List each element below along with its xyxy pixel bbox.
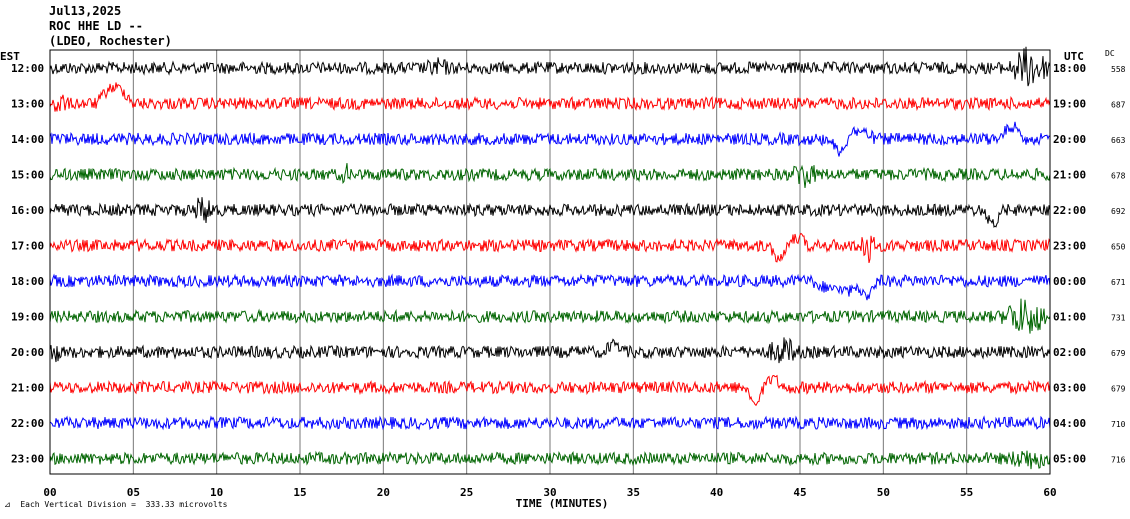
x-tick-label: 05 — [127, 486, 140, 499]
dc-value: 692 — [1111, 207, 1126, 216]
dc-value: 678 — [1111, 172, 1126, 181]
right-time-label: 20:00 — [1053, 133, 1086, 146]
trace-row-1800 — [49, 273, 1051, 301]
trace-row-2200 — [49, 415, 1051, 431]
x-axis-label: TIME (MINUTES) — [516, 497, 609, 510]
right-time-label: 01:00 — [1053, 311, 1086, 324]
trace-row-1500 — [49, 163, 1051, 189]
right-time-label: 18:00 — [1053, 62, 1086, 75]
x-tick-label: 55 — [960, 486, 973, 499]
dc-value: 710 — [1111, 420, 1126, 429]
trace-row-1400 — [49, 121, 1051, 157]
left-time-label: 12:00 — [11, 62, 44, 75]
right-time-label: 23:00 — [1053, 240, 1086, 253]
left-time-label: 15:00 — [11, 169, 44, 182]
x-tick-label: 00 — [43, 486, 56, 499]
dc-value: 671 — [1111, 278, 1126, 287]
trace-row-2300 — [49, 450, 1051, 470]
right-time-label: 19:00 — [1053, 98, 1086, 111]
dc-value: 558 — [1111, 65, 1126, 74]
left-time-label: 16:00 — [11, 204, 44, 217]
trace-row-1700 — [49, 232, 1051, 264]
x-tick-label: 50 — [877, 486, 890, 499]
left-time-label: 22:00 — [11, 417, 44, 430]
x-tick-label: 15 — [293, 486, 306, 499]
x-tick-label: 45 — [793, 486, 806, 499]
footer-icon: ⊿ — [4, 500, 11, 509]
dc-value: 716 — [1111, 456, 1126, 465]
dc-value: 679 — [1111, 385, 1126, 394]
trace-row-2000 — [49, 337, 1051, 364]
x-tick-label: 40 — [710, 486, 723, 499]
right-timezone-label: UTC — [1064, 50, 1084, 63]
chart-grid — [132, 50, 968, 474]
left-time-label: 21:00 — [11, 382, 44, 395]
left-time-label: 23:00 — [11, 453, 44, 466]
x-tick-label: 35 — [627, 486, 640, 499]
x-tick-label: 60 — [1043, 486, 1056, 499]
dc-value: 650 — [1111, 243, 1126, 252]
trace-row-1600 — [49, 197, 1051, 228]
right-time-label: 05:00 — [1053, 453, 1086, 466]
left-time-label: 17:00 — [11, 240, 44, 253]
right-time-label: 02:00 — [1053, 346, 1086, 359]
left-timezone-label: EST — [0, 50, 20, 63]
right-time-label: 22:00 — [1053, 204, 1086, 217]
x-tick-label: 25 — [460, 486, 473, 499]
vertical-division-note: ⊿ Each Vertical Division = 333.33 microv… — [4, 500, 227, 509]
dc-value: 663 — [1111, 136, 1126, 145]
dc-value: 731 — [1111, 314, 1126, 323]
left-time-label: 13:00 — [11, 98, 44, 111]
x-tick-labels: 00 05 10 15 20 25 30 35 40 45 50 55 60 — [43, 486, 1056, 499]
trace-row-1900 — [49, 298, 1051, 334]
trace-row-1300 — [49, 82, 1051, 112]
left-time-label: 14:00 — [11, 133, 44, 146]
right-time-label: 00:00 — [1053, 275, 1086, 288]
trace-row-2100 — [49, 374, 1051, 407]
x-tick-label: 20 — [377, 486, 390, 499]
x-tick-label: 10 — [210, 486, 223, 499]
dc-value: 679 — [1111, 349, 1126, 358]
footer-text: Each Vertical Division = 333.33 microvol… — [20, 500, 228, 509]
station-network: (LDEO, Rochester) — [49, 34, 172, 48]
left-time-label: 18:00 — [11, 275, 44, 288]
plot-frame — [49, 49, 1051, 475]
dc-value: 687 — [1111, 101, 1126, 110]
row-labels: 12:00 18:00 558 13:00 19:00 687 14:00 20:00 663 1… — [11, 62, 1126, 466]
station-code: ROC HHE LD -- — [49, 19, 143, 33]
x-tick-label: 30 — [543, 486, 556, 499]
left-time-label: 19:00 — [11, 311, 44, 324]
dc-header-label: DC — [1105, 49, 1115, 58]
station-date: Jul13,2025 — [49, 4, 122, 18]
left-time-label: 20:00 — [11, 346, 44, 359]
trace-row-1200 — [49, 46, 1051, 87]
right-time-label: 21:00 — [1053, 169, 1086, 182]
right-time-label: 03:00 — [1053, 382, 1086, 395]
seismic-traces — [49, 46, 1051, 470]
right-time-label: 04:00 — [1053, 417, 1086, 430]
